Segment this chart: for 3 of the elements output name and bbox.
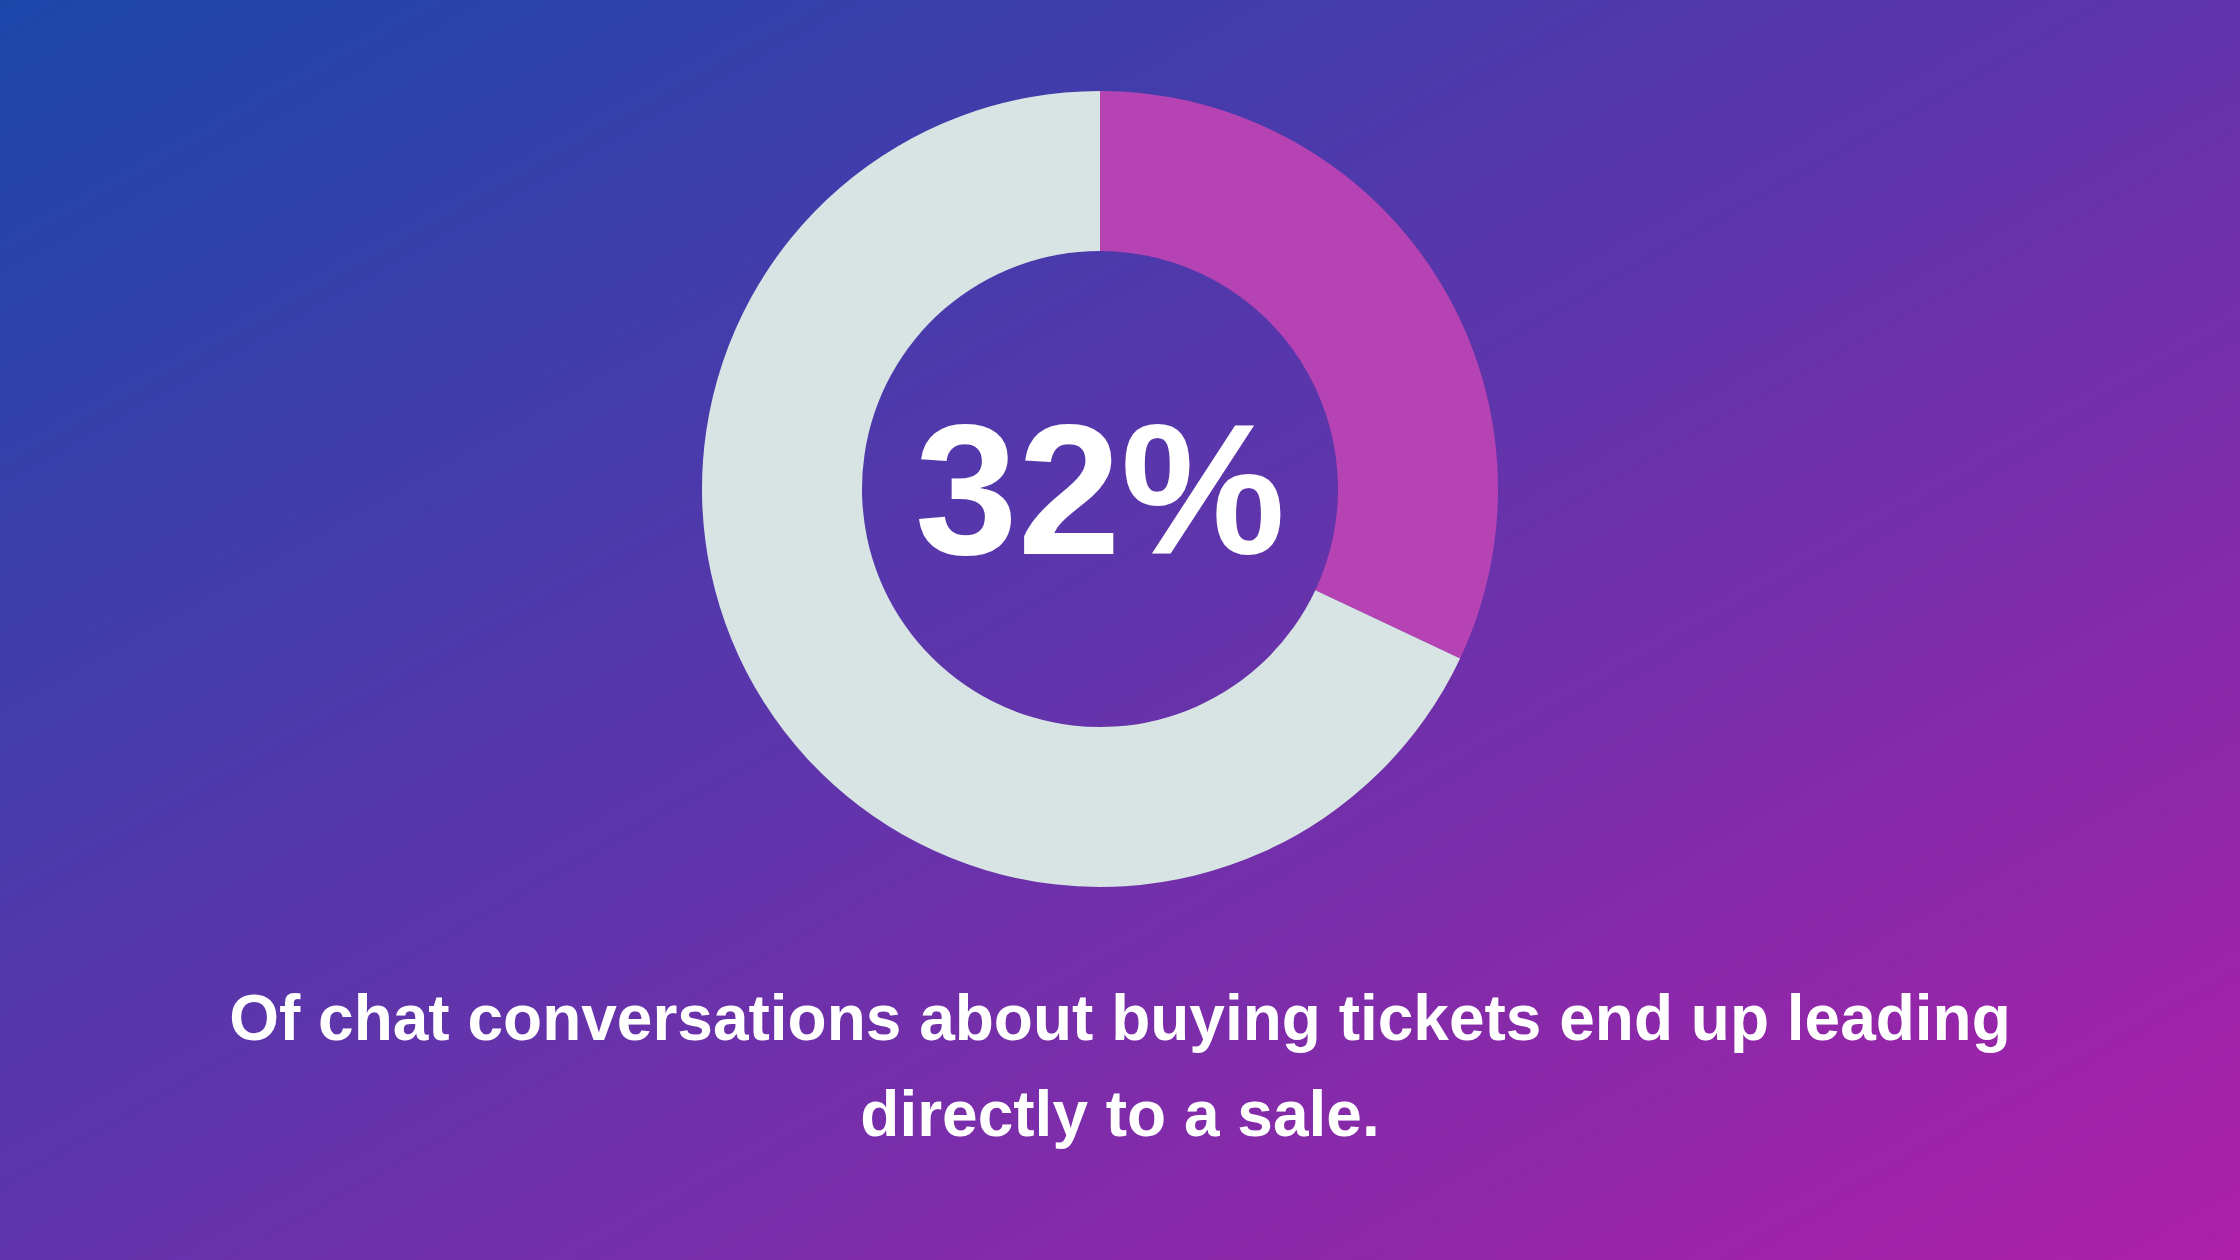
text: Of chat conversations about buying tickets end up leading directly to a sale. (228, 981, 2012, 1152)
donut-slice (702, 91, 1461, 887)
text: 32% (914, 386, 1286, 593)
